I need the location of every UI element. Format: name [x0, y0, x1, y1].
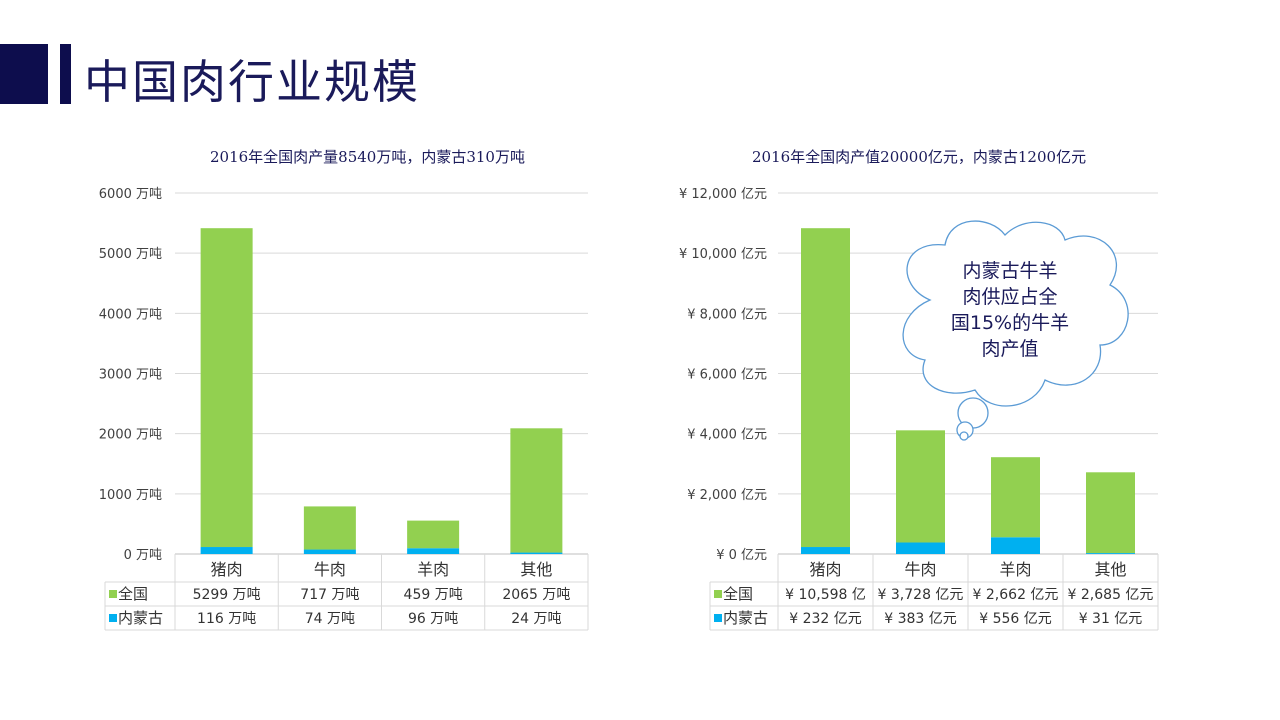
header-block [0, 44, 48, 104]
legend-swatch [109, 590, 117, 598]
data-table-value: ¥ 31 亿元 [1079, 611, 1143, 627]
y-tick-label: 4000 万吨 [99, 307, 162, 322]
y-tick-label: ¥ 10,000 亿元 [679, 247, 767, 262]
y-tick-label: 0 万吨 [124, 548, 162, 563]
chart-title-right: 2016年全国肉产值20000亿元，内蒙古1200亿元 [752, 148, 1087, 166]
data-table-value: 2065 万吨 [502, 587, 570, 603]
y-tick-label: 6000 万吨 [99, 187, 162, 202]
legend-swatch [109, 614, 117, 622]
data-table-value: ¥ 10,598 亿 [785, 587, 866, 603]
y-tick-label: 2000 万吨 [99, 428, 162, 443]
thought-cloud-callout [902, 220, 1129, 441]
header-bar [60, 44, 71, 104]
legend-label: 内蒙古 [118, 609, 163, 627]
bar-quanguo [896, 430, 945, 543]
chart-title-left: 2016年全国肉产量8540万吨，内蒙古310万吨 [210, 148, 525, 166]
data-table-value: 5299 万吨 [193, 587, 261, 603]
bar-quanguo [1086, 472, 1135, 554]
y-tick-label: 3000 万吨 [99, 368, 162, 383]
category-label: 其他 [520, 560, 552, 579]
callout-line: 肉产值 [981, 338, 1039, 360]
bar-quanguo [991, 457, 1040, 538]
legend-swatch [714, 614, 722, 622]
bar-neimenggu [991, 537, 1040, 554]
bar-quanguo [200, 228, 253, 548]
bar-neimenggu [303, 549, 356, 554]
bar-neimenggu [407, 548, 460, 554]
data-table-value: 717 万吨 [300, 587, 359, 603]
category-label: 猪肉 [809, 560, 841, 579]
bar-neimenggu [801, 547, 850, 554]
data-table-value: ¥ 383 亿元 [884, 611, 957, 627]
bar-quanguo [510, 428, 563, 553]
bar-neimenggu [1086, 553, 1135, 554]
data-table-value: 116 万吨 [197, 611, 256, 627]
bar-neimenggu [510, 552, 563, 554]
bar-quanguo [303, 506, 356, 550]
category-label: 牛肉 [314, 560, 346, 579]
data-table-value: ¥ 2,662 亿元 [973, 587, 1059, 603]
bar-neimenggu [200, 547, 253, 554]
callout-line: 国15%的牛羊 [950, 312, 1070, 334]
y-tick-label: ¥ 2,000 亿元 [687, 488, 767, 503]
data-table-value: ¥ 556 亿元 [979, 611, 1052, 627]
category-label: 牛肉 [904, 560, 936, 579]
category-label: 猪肉 [211, 560, 243, 579]
category-label: 羊肉 [417, 560, 449, 579]
category-label: 其他 [1094, 560, 1126, 579]
callout-line: 肉供应占全 [962, 286, 1058, 308]
legend-swatch [714, 590, 722, 598]
page-title: 中国肉行业规模 [84, 55, 420, 109]
data-table-value: ¥ 232 亿元 [789, 611, 862, 627]
data-table-value: ¥ 2,685 亿元 [1068, 587, 1154, 603]
y-tick-label: 1000 万吨 [99, 488, 162, 503]
data-table-value: ¥ 3,728 亿元 [878, 587, 964, 603]
data-table-value: 24 万吨 [511, 611, 561, 627]
bar-quanguo [801, 228, 850, 548]
legend-label: 内蒙古 [723, 609, 768, 627]
y-tick-label: 5000 万吨 [99, 247, 162, 262]
y-tick-label: ¥ 8,000 亿元 [687, 307, 767, 322]
legend-label: 全国 [723, 585, 753, 603]
data-table-value: 74 万吨 [305, 611, 355, 627]
category-label: 羊肉 [999, 560, 1031, 579]
data-table-value: 459 万吨 [404, 587, 463, 603]
bar-quanguo [407, 520, 460, 549]
data-table-value: 96 万吨 [408, 611, 458, 627]
callout-text: 内蒙古牛羊 肉供应占全 国15%的牛羊 肉产值 [935, 258, 1085, 362]
y-tick-label: ¥ 12,000 亿元 [679, 187, 767, 202]
bar-neimenggu [896, 542, 945, 554]
callout-line: 内蒙古牛羊 [962, 260, 1058, 282]
legend-label: 全国 [118, 585, 148, 603]
y-tick-label: ¥ 6,000 亿元 [687, 368, 767, 383]
y-tick-label: ¥ 0 亿元 [716, 548, 767, 563]
y-tick-label: ¥ 4,000 亿元 [687, 428, 767, 443]
